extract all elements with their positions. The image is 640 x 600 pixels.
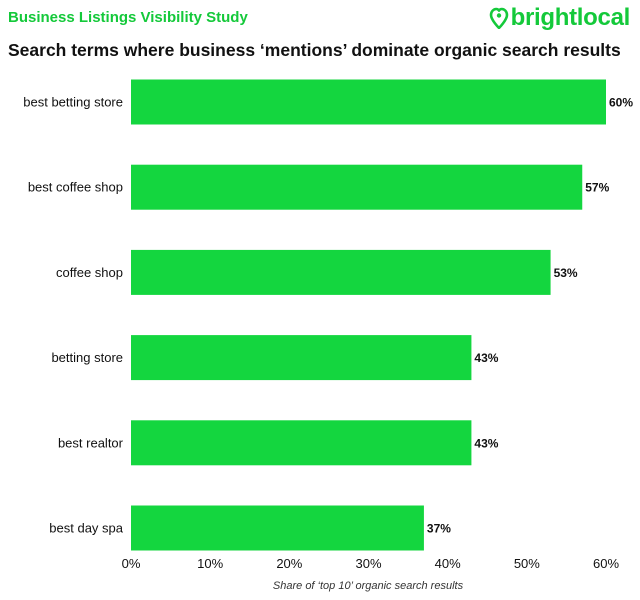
bar	[131, 335, 472, 381]
x-tick-label: 10%	[197, 556, 223, 571]
x-tick-label: 0%	[122, 556, 141, 571]
value-label: 43%	[474, 351, 498, 365]
chart-title: Search terms where business ‘mentions’ d…	[8, 40, 621, 60]
value-label: 37%	[427, 522, 451, 536]
x-tick-label: 50%	[514, 556, 540, 571]
bar	[131, 249, 551, 295]
x-tick-label: 60%	[593, 556, 619, 571]
bar	[131, 79, 606, 125]
bar	[131, 420, 472, 466]
category-label: best coffee shop	[28, 180, 123, 195]
x-tick-label: 30%	[355, 556, 381, 571]
brand-name: brightlocal	[510, 4, 631, 31]
x-tick-label: 40%	[435, 556, 461, 571]
category-label: coffee shop	[56, 265, 123, 280]
category-label: best realtor	[58, 435, 124, 450]
value-label: 57%	[585, 181, 609, 195]
study-title: Business Listings Visibility Study	[8, 9, 248, 26]
value-label: 60%	[609, 96, 633, 110]
x-axis-title: Share of ‘top 10’ organic search results	[273, 580, 464, 592]
category-label: best betting store	[23, 95, 123, 110]
category-label: betting store	[51, 350, 123, 365]
bar	[131, 505, 424, 551]
value-label: 43%	[474, 436, 498, 450]
brand-logo: brightlocal	[489, 4, 630, 32]
heart-pin-icon	[489, 7, 508, 29]
value-label: 53%	[554, 266, 578, 280]
bar	[131, 164, 583, 210]
category-label: best day spa	[49, 521, 123, 536]
x-tick-label: 20%	[276, 556, 302, 571]
